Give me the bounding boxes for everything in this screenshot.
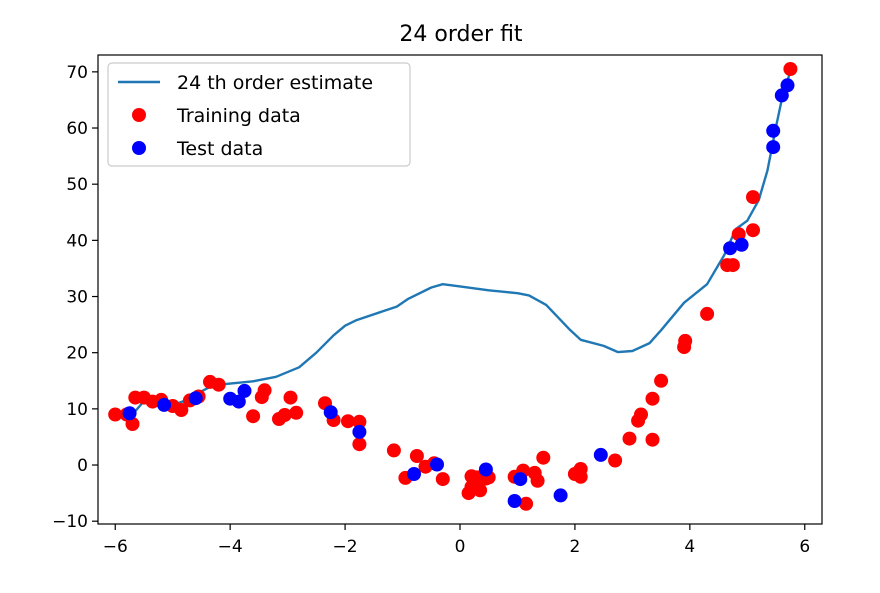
test-data-point: [323, 405, 338, 420]
training-data-point: [622, 431, 637, 446]
training-data-point: [608, 453, 623, 468]
x-tick-label: −2: [333, 537, 358, 557]
training-data-point: [289, 405, 304, 420]
training-data-point: [783, 62, 798, 76]
series-group: [108, 62, 798, 511]
training-data-point: [435, 472, 450, 487]
test-data-point: [188, 391, 203, 406]
training-data-point: [645, 391, 660, 406]
training-data-point: [386, 443, 401, 458]
test-data-point: [734, 237, 749, 252]
training-data-point: [654, 373, 669, 388]
training-data-point: [731, 227, 746, 242]
training-data-point: [246, 409, 261, 424]
test-data-point: [723, 241, 738, 256]
x-tick-label: 6: [799, 537, 810, 557]
training-data-point: [257, 383, 272, 398]
y-tick-label: −10: [52, 512, 88, 532]
legend-label: Training data: [176, 105, 301, 127]
legend: 24 th order estimate Training data Test da…: [107, 62, 411, 167]
test-data-point: [237, 383, 252, 398]
legend-label: Test data: [176, 138, 263, 160]
legend-box: [107, 62, 411, 167]
test-data-point: [231, 394, 246, 409]
test-data-point: [122, 406, 137, 421]
training-data-point: [725, 258, 740, 273]
test-data-point: [478, 462, 493, 477]
y-tick-label: 30: [66, 288, 88, 308]
test-data-point: [157, 397, 172, 412]
y-tick-label: 0: [77, 456, 88, 476]
test-data-point: [553, 488, 568, 503]
x-tick-label: 0: [455, 537, 466, 557]
test-data-point: [513, 472, 528, 487]
test-data-point: [766, 140, 781, 155]
training-data-point: [352, 437, 367, 452]
x-tick-label: −4: [218, 537, 243, 557]
chart-title: 24 order fit: [399, 22, 523, 47]
training-data-point: [473, 483, 488, 498]
test-data-point: [430, 457, 444, 472]
training-data-point: [746, 223, 760, 238]
y-tick-label: 40: [66, 231, 88, 251]
test-data-point: [780, 78, 795, 93]
training-data-point: [125, 417, 140, 431]
training-data-point: [645, 432, 660, 447]
training-data-point: [573, 469, 588, 484]
training-data-point: [678, 333, 693, 348]
test-data-point: [407, 467, 421, 481]
legend-marker-swatch: [132, 141, 146, 155]
y-tick-label: 60: [66, 119, 88, 139]
x-tick-label: 2: [570, 537, 581, 557]
training-data-point: [277, 408, 292, 422]
training-data-point: [700, 306, 715, 321]
test-data-point: [593, 447, 608, 462]
legend-label: 24 th order estimate: [177, 72, 373, 94]
training-data-point: [519, 496, 534, 511]
training-data-point: [174, 403, 189, 417]
training-data-point: [530, 473, 545, 488]
training-data-point: [283, 390, 298, 405]
y-tick-label: 20: [66, 344, 88, 364]
test-data-point: [352, 424, 367, 439]
x-tick-label: 4: [684, 537, 695, 557]
axes: −6 −4 −2 0 2 4 6 −10 0 10 20 30 40 50 60 70: [52, 54, 823, 557]
test-data-point: [766, 123, 781, 138]
x-tick-label: −6: [103, 537, 128, 557]
test-data-point: [507, 494, 522, 508]
plot-area: [108, 62, 798, 511]
legend-marker-swatch: [132, 108, 146, 122]
training-data-point: [746, 190, 760, 205]
training-data-point: [634, 407, 648, 422]
training-data-point: [352, 414, 367, 429]
training-data-point: [108, 407, 123, 422]
y-tick-label: 70: [66, 63, 88, 83]
y-tick-label: 50: [66, 175, 88, 195]
training-data-point: [409, 449, 424, 463]
training-data-point: [536, 450, 551, 465]
training-data-point: [341, 414, 355, 429]
training-data-point: [211, 377, 226, 392]
y-tick-label: 10: [66, 400, 88, 420]
